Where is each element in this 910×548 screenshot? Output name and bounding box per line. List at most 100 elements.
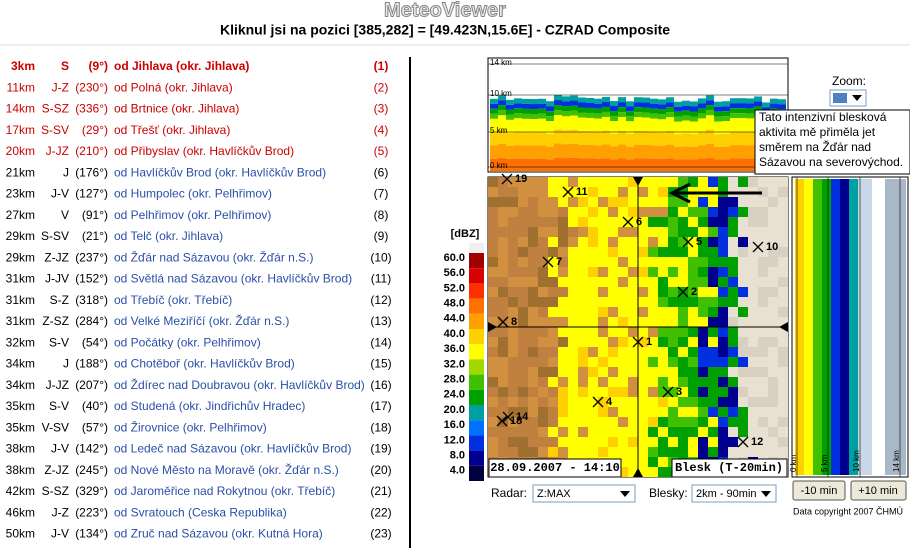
- profile-cell: [562, 158, 570, 171]
- radar-cell: [598, 327, 608, 337]
- radar-cell: [628, 317, 638, 327]
- distance: 14km: [6, 102, 35, 116]
- place-link[interactable]: od Třebíč (okr. Třebíč): [114, 293, 232, 307]
- place-link[interactable]: od Studená (okr. Jindřichův Hradec): [114, 399, 305, 413]
- profile-cell: [514, 118, 522, 132]
- radar-cell: [618, 457, 628, 467]
- place-link[interactable]: od Nové Město na Moravě (okr. Žďár n.S.): [114, 462, 339, 477]
- radar-cell: [528, 307, 538, 317]
- radar-cell: [548, 237, 558, 247]
- distance: 17km: [6, 123, 35, 137]
- place-link[interactable]: od Svratouch (Ceska Republika): [114, 505, 287, 519]
- radar-select[interactable]: [532, 484, 636, 503]
- place-link[interactable]: od Humpolec (okr. Pelhřimov): [114, 187, 272, 201]
- radar-cell: [578, 367, 588, 377]
- radar-cell: [768, 237, 778, 247]
- profile-cell: [498, 157, 506, 171]
- radar-cell: [598, 237, 608, 247]
- legend-label: 20.0: [444, 404, 465, 416]
- radar-cell: [678, 207, 688, 217]
- radar-cell: [768, 177, 778, 187]
- radar-cell: [568, 247, 578, 257]
- radar-cell: [588, 367, 598, 377]
- radar-cell: [518, 217, 528, 227]
- forward-button[interactable]: [850, 480, 907, 501]
- marker: [592, 396, 604, 408]
- legend-label: 52.0: [444, 282, 465, 294]
- place-link[interactable]: od Žirovnice (okr. Pelhřimov): [114, 419, 267, 434]
- profile-cell: [626, 159, 634, 171]
- place-link[interactable]: od Třešť (okr. Jihlava): [114, 123, 230, 137]
- radar-cell: [698, 417, 708, 427]
- place-link[interactable]: od Zruč nad Sázavou (okr. Kutná Hora): [114, 527, 323, 541]
- radar-cell: [658, 187, 668, 197]
- profile-cell: [650, 108, 658, 114]
- profile-cell: [514, 98, 522, 104]
- profile-cell: [738, 118, 746, 132]
- radar-cell: [658, 297, 668, 307]
- profile-cell: [714, 146, 722, 160]
- place-link[interactable]: od Žďár nad Sázavou (okr. Žďár n.S.): [114, 249, 314, 264]
- place-link[interactable]: od Přibyslav (okr. Havlíčkův Brod): [114, 144, 294, 158]
- place-link[interactable]: od Jihlava (okr. Jihlava): [114, 59, 249, 73]
- back-button[interactable]: [792, 480, 846, 501]
- profile-cell: [730, 113, 738, 119]
- radar-cell: [498, 297, 508, 307]
- place-link[interactable]: od Polná (okr. Jihlava): [114, 80, 233, 94]
- radar-cell: [578, 357, 588, 367]
- place-link[interactable]: od Ledeč nad Sázavou (okr. Havlíčkův Bro…: [114, 442, 351, 456]
- radar-cell: [618, 247, 628, 257]
- radar-cell: [628, 247, 638, 257]
- marker: [497, 316, 509, 328]
- place-link[interactable]: od Chotěboř (okr. Havlíčkův Brod): [114, 357, 295, 371]
- radar-cell: [748, 227, 758, 237]
- place-link[interactable]: od Pelhřimov (okr. Pelhřimov): [114, 208, 271, 222]
- profile-cell: [562, 144, 570, 159]
- radar-cell: [758, 257, 768, 267]
- place-link[interactable]: od Počátky (okr. Pelhřimov): [114, 335, 261, 349]
- radar-cell: [718, 267, 728, 277]
- radar-cell: [508, 447, 518, 457]
- radar-cell: [498, 177, 508, 187]
- place-link[interactable]: od Jaroměřice nad Rokytnou (okr. Třebíč): [114, 484, 335, 498]
- radar-cell: [778, 367, 788, 377]
- index: (17): [370, 399, 391, 413]
- profile-cell: [594, 132, 602, 146]
- place-link[interactable]: od Ždírec nad Doubravou (okr. Havlíčkův …: [114, 377, 365, 392]
- profile-cell: [746, 145, 754, 159]
- radar-cell: [538, 407, 548, 417]
- bearing: (284°): [75, 314, 108, 328]
- place-link[interactable]: od Brtnice (okr. Jihlava): [114, 102, 239, 116]
- legend-swatch: [469, 435, 484, 451]
- radar-cell: [578, 427, 588, 437]
- radar-cell: [718, 357, 728, 367]
- place-link[interactable]: od Havlíčkův Brod (okr. Havlíčkův Brod): [114, 165, 326, 179]
- radar-cell: [558, 307, 568, 317]
- radar-cell: [518, 187, 528, 197]
- place-link[interactable]: od Velké Meziříčí (okr. Žďár n.S.): [114, 313, 289, 328]
- radar-cell: [758, 297, 768, 307]
- place-link[interactable]: od Telč (okr. Jihlava): [114, 229, 223, 243]
- place-link[interactable]: od Světlá nad Sázavou (okr. Havlíčkův Br…: [114, 272, 352, 286]
- radar-cell: [768, 307, 778, 317]
- radar-cell: [758, 357, 768, 367]
- radar-cell: [558, 277, 568, 287]
- radar-cell: [608, 357, 618, 367]
- radar-cell: [528, 297, 538, 307]
- direction: V-SV: [42, 420, 69, 434]
- radar-cell: [518, 397, 528, 407]
- radar-cell: [728, 387, 738, 397]
- legend-label: 44.0: [444, 313, 465, 325]
- radar-cell: [538, 187, 548, 197]
- radar-cell: [608, 447, 618, 457]
- radar-cell: [688, 197, 698, 207]
- radar-cell: [648, 217, 658, 227]
- lightning-select[interactable]: [691, 484, 777, 503]
- legend-label: 24.0: [444, 389, 465, 401]
- distance: 35km: [6, 420, 35, 434]
- radar-cell: [518, 407, 528, 417]
- radar-cell: [498, 387, 508, 397]
- profile-cell: [642, 144, 650, 159]
- radar-cell: [568, 307, 578, 317]
- radar-cell: [688, 407, 698, 417]
